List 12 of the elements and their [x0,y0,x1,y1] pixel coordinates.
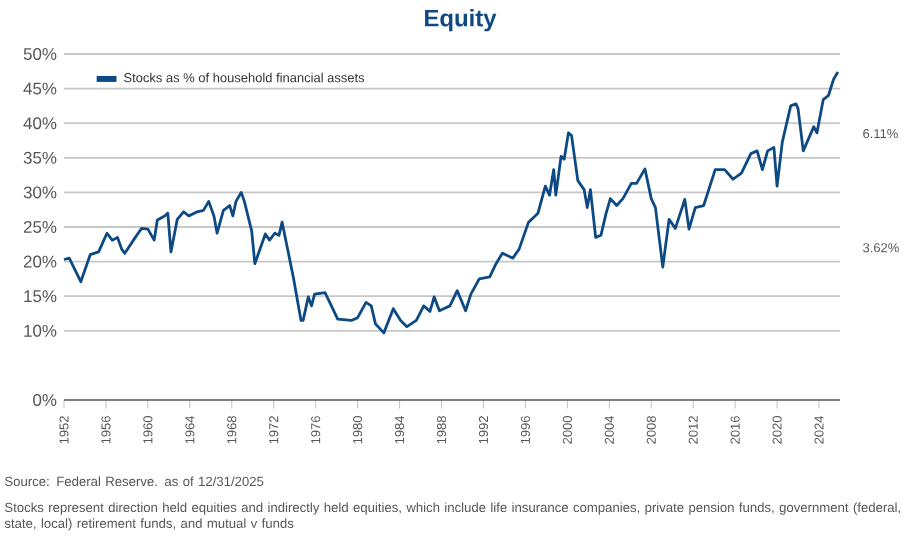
y-tick-label: 45% [23,82,57,95]
line-series [62,70,840,335]
y-tick-label: 10% [24,324,57,337]
y-tick-label: 50% [23,48,57,60]
y-tick-label: 35% [23,151,57,164]
y-tick-label: 25% [23,221,57,233]
y-tick-label: 0% [33,394,57,406]
y-tick-label: 30% [23,186,57,199]
y-tick-label: 40% [23,117,57,130]
chart-title: Equity [425,9,497,32]
y-tick-label: 20% [23,255,57,268]
y-tick-label: 15% [24,290,57,303]
